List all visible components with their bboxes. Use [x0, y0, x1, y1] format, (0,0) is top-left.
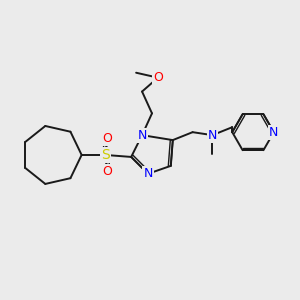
Text: N: N	[208, 129, 217, 142]
Text: N: N	[137, 129, 147, 142]
Text: N: N	[143, 167, 153, 180]
Text: O: O	[103, 165, 112, 178]
Text: S: S	[101, 148, 110, 162]
Text: O: O	[153, 71, 163, 84]
Text: O: O	[103, 132, 112, 145]
Text: N: N	[269, 126, 278, 139]
